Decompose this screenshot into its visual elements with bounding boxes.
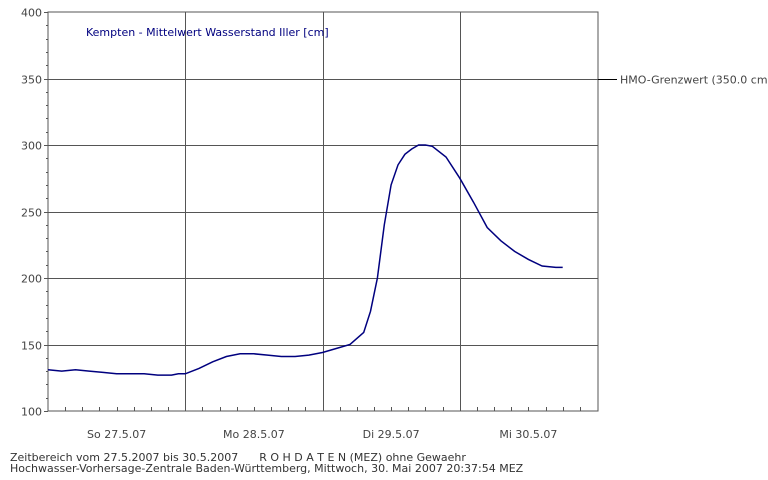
footer-source: Hochwasser-Vorhersage-Zentrale Baden-Wür…	[10, 462, 524, 475]
chart-title: Kempten - Mittelwert Wasserstand Iller […	[86, 26, 329, 39]
series-line	[47, 144, 563, 376]
x-tick-label: Mo 28.5.07	[223, 428, 285, 441]
x-tick-label: Di 29.5.07	[363, 428, 420, 441]
x-axis: So 27.5.07 Mo 28.5.07 Di 29.5.07 Mi 30.5.07	[65, 407, 581, 441]
y-tick-label: 300	[21, 140, 42, 153]
y-tick-label: 400	[21, 7, 42, 20]
x-tick-label: Mi 30.5.07	[499, 428, 557, 441]
grid	[48, 12, 598, 411]
y-tick-label: 250	[21, 207, 42, 220]
y-tick-label: 150	[21, 340, 42, 353]
y-axis: 100 150 200 250 300 350 400	[21, 7, 48, 419]
y-tick-label: 350	[21, 74, 42, 87]
footer-time-range: Zeitbereich vom 27.5.2007 bis 30.5.2007 …	[10, 451, 466, 464]
y-tick-label: 200	[21, 273, 42, 286]
reference-line-group: HMO-Grenzwert (350.0 cm)	[598, 74, 768, 87]
x-tick-label: So 27.5.07	[87, 428, 146, 441]
reference-line-label: HMO-Grenzwert (350.0 cm)	[620, 74, 768, 87]
y-tick-label: 100	[21, 406, 42, 419]
